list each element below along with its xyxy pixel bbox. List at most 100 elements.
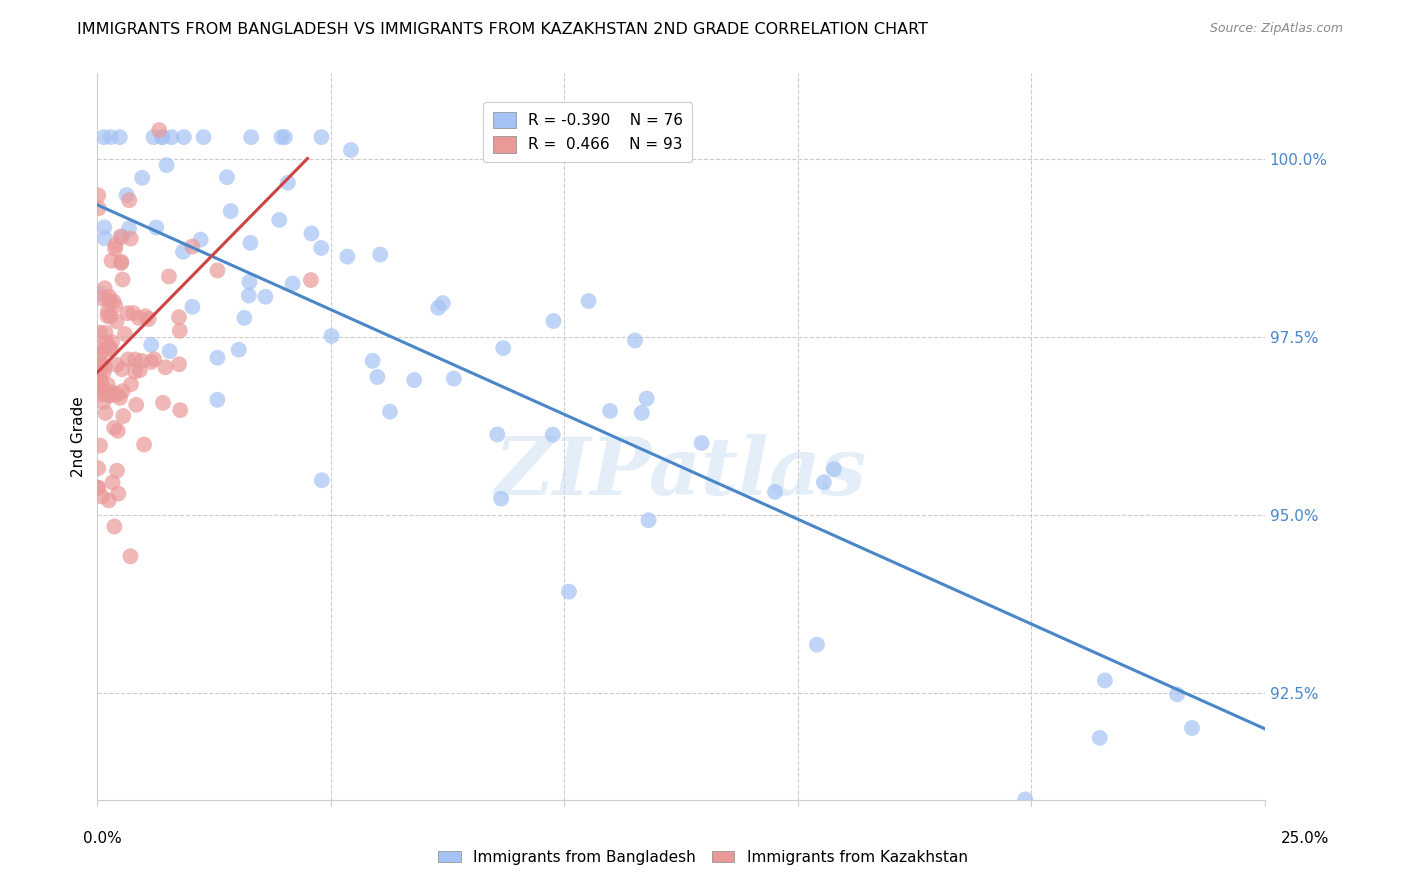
Point [96,309,118,323]
Point [135,310,157,324]
Point [599,404,621,418]
Point [823,462,845,476]
Point [105,314,128,328]
Point [254,290,277,304]
Point [93,130,115,145]
Point [94,231,117,245]
Point [117,352,139,367]
Point [238,275,260,289]
Point [427,301,450,315]
Point [172,244,194,259]
Point [115,188,138,202]
Point [107,486,129,500]
Point [228,343,250,357]
Point [336,250,359,264]
Point [93,365,115,379]
Point [98,290,121,304]
Point [321,329,343,343]
Text: IMMIGRANTS FROM BANGLADESH VS IMMIGRANTS FROM KAZAKHSTAN 2ND GRADE CORRELATION C: IMMIGRANTS FROM BANGLADESH VS IMMIGRANTS… [77,22,928,37]
Text: Source: ZipAtlas.com: Source: ZipAtlas.com [1209,22,1343,36]
Point [141,338,163,352]
Point [100,342,122,356]
Point [110,256,132,270]
Point [240,130,263,145]
Point [118,221,141,235]
Point [690,436,713,450]
Point [238,288,260,302]
Point [219,204,242,219]
Point [269,213,291,227]
Point [1094,673,1116,688]
Point [89,348,111,362]
Point [120,377,142,392]
Point [105,358,128,372]
Point [763,484,786,499]
Point [558,584,581,599]
Point [104,299,127,313]
Point [128,363,150,377]
Point [100,130,122,145]
Point [404,373,426,387]
Point [190,233,212,247]
Point [159,344,181,359]
Point [173,130,195,145]
Point [91,387,114,401]
Point [97,377,120,392]
Point [541,427,564,442]
Point [155,158,177,172]
Point [489,491,512,506]
Point [87,341,110,355]
Point [124,352,146,367]
Point [139,355,162,369]
Point [806,638,828,652]
Point [97,493,120,508]
Point [89,438,111,452]
Point [107,387,129,401]
Point [104,242,127,256]
Text: 25.0%: 25.0% [1281,831,1329,846]
Point [93,220,115,235]
Point [112,409,135,423]
Point [118,194,141,208]
Point [155,360,177,375]
Point [87,377,110,392]
Point [215,170,238,185]
Point [93,281,115,295]
Point [432,296,454,310]
Point [94,359,117,374]
Point [340,143,363,157]
Point [100,253,122,268]
Point [89,326,111,340]
Point [93,344,115,359]
Point [181,300,204,314]
Point [108,391,131,405]
Point [630,406,652,420]
Point [111,272,134,286]
Point [145,220,167,235]
Point [207,351,229,365]
Point [181,239,204,253]
Point [89,287,111,301]
Text: 0.0%: 0.0% [83,831,122,846]
Point [131,354,153,368]
Point [98,294,121,309]
Point [105,464,128,478]
Point [128,310,150,325]
Point [378,404,401,418]
Point [87,461,110,475]
Point [101,475,124,490]
Point [103,421,125,435]
Point [233,310,256,325]
Point [101,335,124,350]
Point [624,334,647,348]
Legend: Immigrants from Bangladesh, Immigrants from Kazakhstan: Immigrants from Bangladesh, Immigrants f… [432,844,974,871]
Point [89,366,111,380]
Point [104,238,127,252]
Point [111,229,134,244]
Point [148,123,170,137]
Point [87,188,110,202]
Point [636,392,658,406]
Point [366,370,388,384]
Point [97,389,120,403]
Point [103,519,125,533]
